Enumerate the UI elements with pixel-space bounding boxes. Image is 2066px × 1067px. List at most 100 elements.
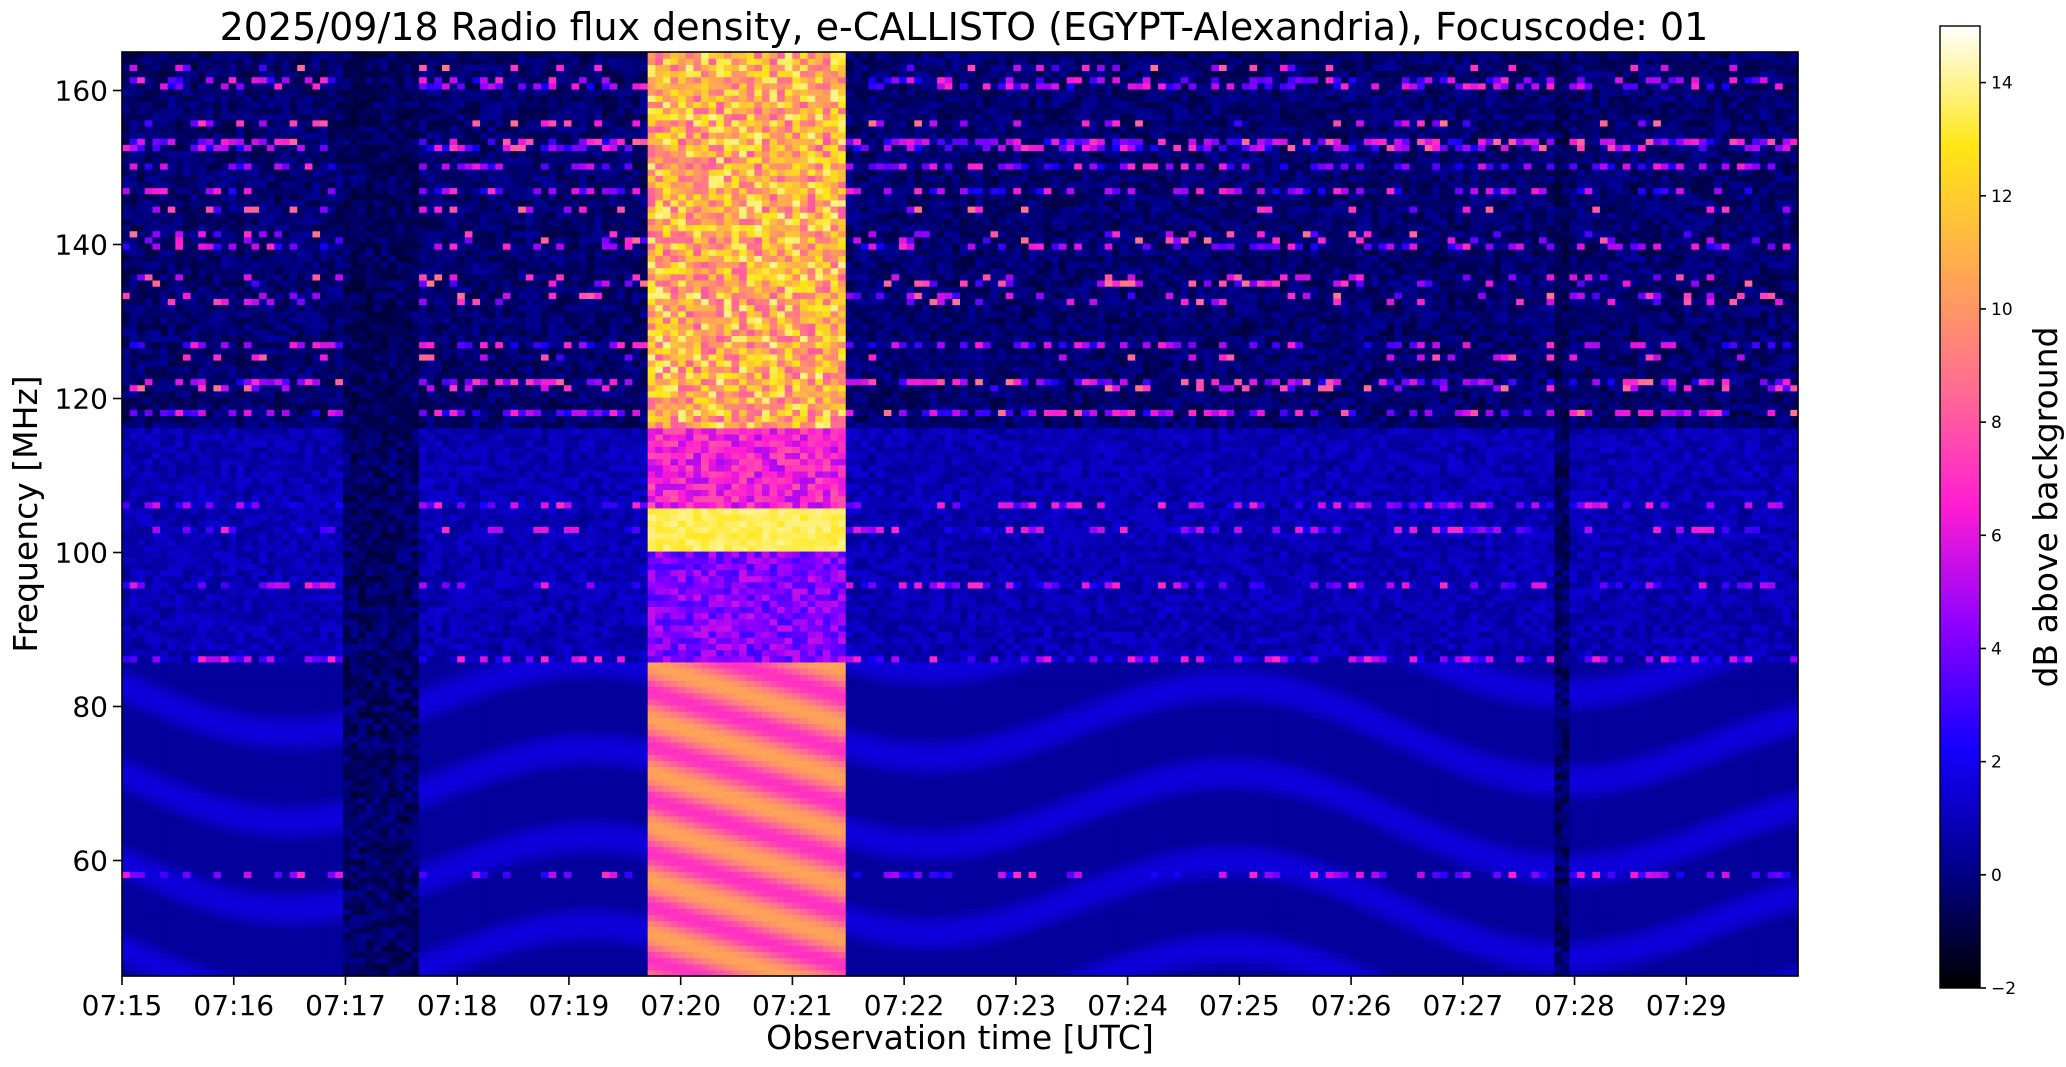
heatmap-cell [1509, 945, 1517, 952]
heatmap-cell [351, 902, 359, 909]
heatmap-cell [907, 921, 915, 928]
heatmap-cell [1173, 902, 1181, 909]
heatmap-cell [175, 927, 183, 934]
heatmap-cell [404, 958, 412, 965]
heatmap-cell [610, 877, 618, 884]
heatmap-cell [366, 964, 374, 971]
heatmap-cell [1501, 859, 1509, 866]
heatmap-cell [1326, 964, 1334, 971]
heatmap-cell [1638, 896, 1646, 903]
heatmap-cell [891, 859, 899, 866]
heatmap-cell [1425, 896, 1433, 903]
heatmap-cell [884, 933, 892, 940]
heatmap-cell [678, 896, 686, 903]
heatmap-cell [1067, 939, 1075, 946]
heatmap-cell [389, 945, 397, 952]
heatmap-cell [1516, 896, 1524, 903]
heatmap-cell [1531, 958, 1539, 965]
heatmap-cell [419, 914, 427, 921]
heatmap-cell [358, 890, 366, 897]
heatmap-cell [1432, 908, 1440, 915]
heatmap-cell [457, 896, 465, 903]
heatmap-cell [1684, 853, 1692, 860]
heatmap-cell [1295, 859, 1303, 866]
heatmap-cell [1493, 939, 1501, 946]
heatmap-cell [1074, 896, 1082, 903]
heatmap-cell [1745, 853, 1753, 860]
heatmap-cell [1029, 964, 1037, 971]
heatmap-cell [1295, 877, 1303, 884]
heatmap-cell [411, 908, 419, 915]
heatmap-cell [366, 933, 374, 940]
heatmap-cell [533, 951, 541, 958]
heatmap-cell [1714, 921, 1722, 928]
heatmap-cell [808, 945, 816, 952]
heatmap-cell [1249, 933, 1257, 940]
heatmap-cell [571, 914, 579, 921]
heatmap-cell [564, 865, 572, 872]
heatmap-cell [404, 896, 412, 903]
heatmap-cell [1067, 951, 1075, 958]
heatmap-cell [389, 877, 397, 884]
heatmap-cell [1333, 859, 1341, 866]
heatmap-cell [998, 865, 1006, 872]
heatmap-cell [1150, 834, 1158, 841]
heatmap-cell [312, 951, 320, 958]
heatmap-cell [610, 933, 618, 940]
heatmap-cell [1729, 871, 1737, 878]
heatmap-cell [297, 951, 305, 958]
heatmap-cell [122, 871, 130, 878]
heatmap-cell [1371, 921, 1379, 928]
heatmap-cell [1600, 840, 1608, 847]
heatmap-cell [1326, 958, 1334, 965]
heatmap-cell [1006, 964, 1014, 971]
heatmap-cell [914, 847, 922, 854]
heatmap-cell [1280, 890, 1288, 897]
heatmap-cell [1051, 853, 1059, 860]
heatmap-cell [152, 853, 160, 860]
heatmap-cell [480, 890, 488, 897]
heatmap-cell [960, 945, 968, 952]
heatmap-cell [899, 896, 907, 903]
heatmap-cell [800, 951, 808, 958]
heatmap-cell [198, 958, 206, 965]
heatmap-cell [579, 933, 587, 940]
heatmap-cell [1227, 902, 1235, 909]
heatmap-cell [632, 939, 640, 946]
heatmap-cell [244, 908, 252, 915]
heatmap-cell [724, 927, 732, 934]
heatmap-cell [602, 890, 610, 897]
heatmap-cell [1158, 859, 1166, 866]
heatmap-cell [777, 896, 785, 903]
heatmap-cell [1775, 896, 1783, 903]
heatmap-cell [693, 884, 701, 891]
heatmap-cell [1501, 865, 1509, 872]
heatmap-cell [823, 914, 831, 921]
heatmap-cell [945, 834, 953, 841]
heatmap-cell [1722, 964, 1730, 971]
heatmap-cell [579, 951, 587, 958]
heatmap-cell [1569, 939, 1577, 946]
heatmap-cell [1455, 914, 1463, 921]
heatmap-cell [640, 853, 648, 860]
heatmap-cell [1608, 840, 1616, 847]
heatmap-cell [1509, 902, 1517, 909]
heatmap-cell [785, 939, 793, 946]
heatmap-cell [1478, 958, 1486, 965]
heatmap-cell [1539, 865, 1547, 872]
heatmap-cell [1036, 853, 1044, 860]
heatmap-cell [785, 890, 793, 897]
heatmap-cell [1310, 896, 1318, 903]
heatmap-cell [366, 896, 374, 903]
heatmap-cell [351, 834, 359, 841]
heatmap-cell [1737, 890, 1745, 897]
heatmap-cell [1417, 896, 1425, 903]
heatmap-cell [899, 933, 907, 940]
heatmap-cell [1676, 939, 1684, 946]
heatmap-cell [1646, 853, 1654, 860]
heatmap-cell [716, 933, 724, 940]
heatmap-cell [884, 834, 892, 841]
heatmap-cell [236, 896, 244, 903]
heatmap-cell [808, 908, 816, 915]
heatmap-cell [1189, 840, 1197, 847]
